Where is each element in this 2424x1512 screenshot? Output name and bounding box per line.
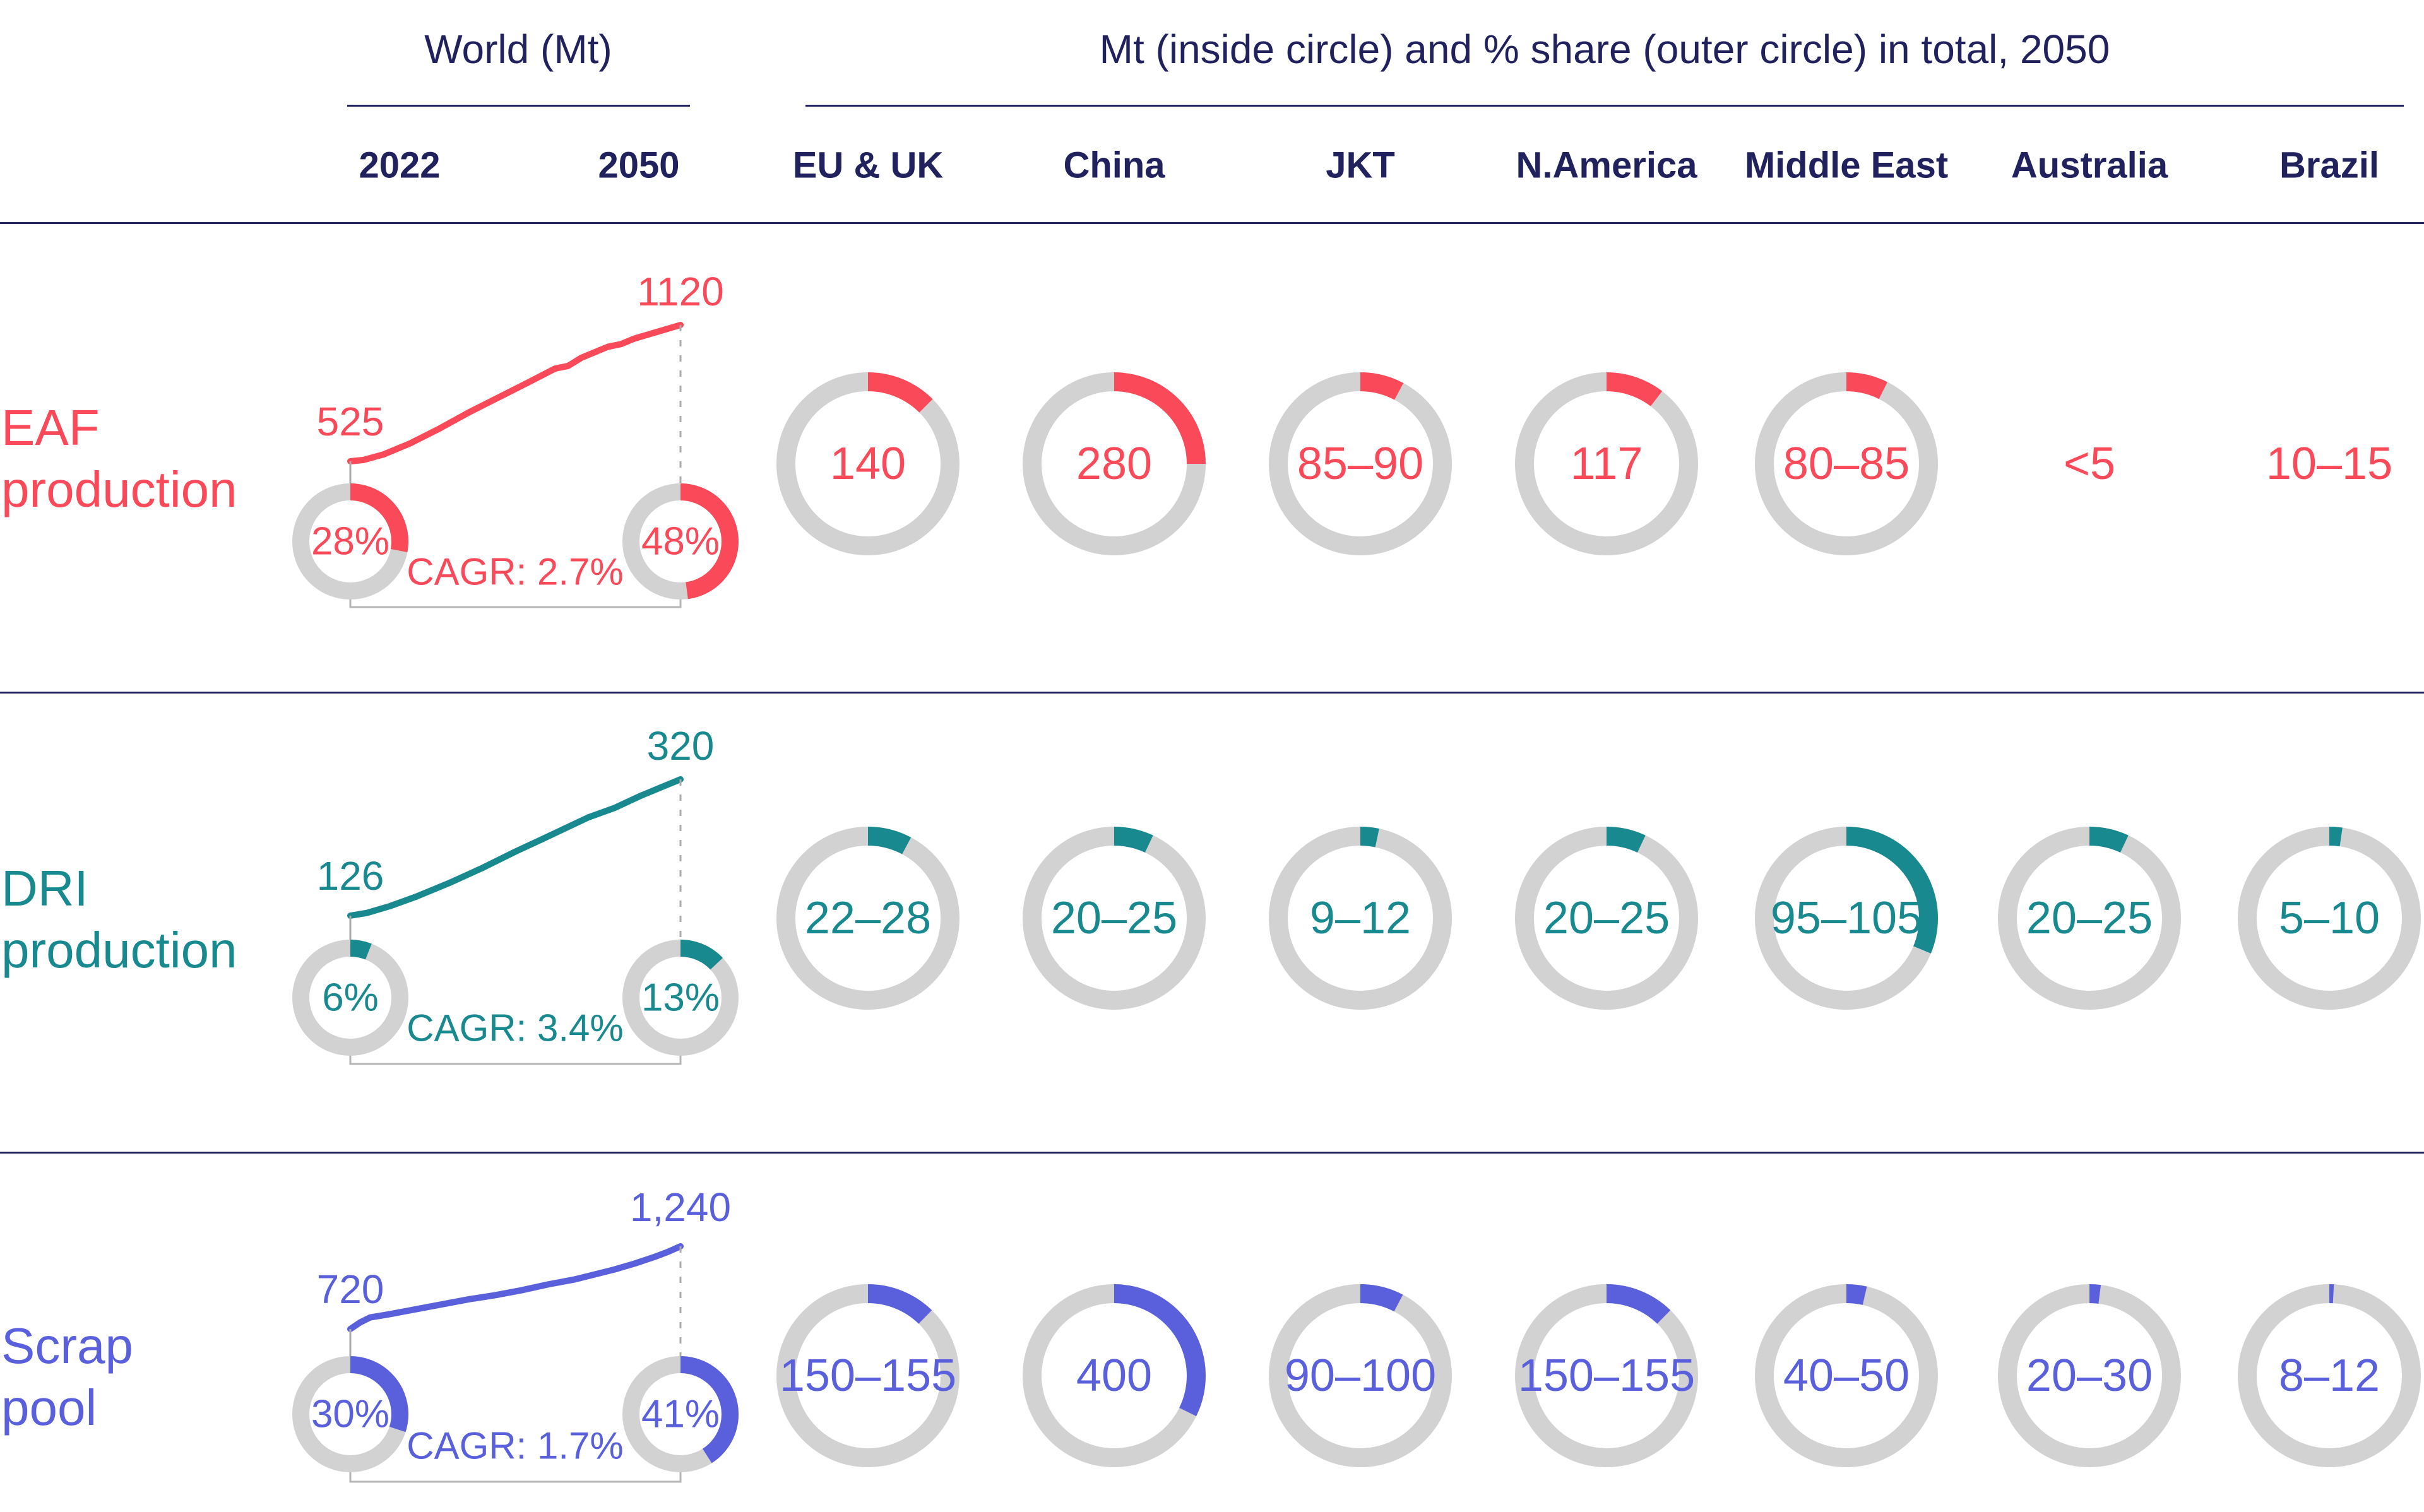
region-donut-dri-production-china-arc: [1023, 827, 1206, 1010]
share-2022-scrap-pool: 30%: [311, 1392, 390, 1436]
region-donut-scrap-pool-n-america-arc: [1515, 1284, 1698, 1467]
mini-donut-2022-dri-production-arc: [292, 940, 408, 1056]
region-donut-dri-production-brazil-arc: [2238, 827, 2421, 1010]
region-value-scrap-pool-jkt: 90–100: [1284, 1350, 1437, 1401]
row-label-dri-production-line1: DRI: [1, 860, 88, 916]
region-value-eaf-production-eu-uk: 140: [829, 439, 906, 489]
trend-line-scrap-pool: [347, 1243, 684, 1332]
region-value-eaf-production-middle-east: 80–85: [1783, 439, 1910, 489]
region-donut-eaf-production-eu-uk-arc: [776, 372, 960, 555]
mini-donut-2050-scrap-pool-arc: [622, 1356, 739, 1472]
row-separator-1: [0, 692, 2424, 694]
region-value-dri-production-middle-east: 95–105: [1770, 893, 1923, 943]
world-group-title: World (Mt): [424, 27, 612, 72]
region-value-eaf-production-n-america: 117: [1570, 439, 1643, 489]
region-value-dri-production-eu-uk: 22–28: [804, 893, 932, 943]
region-value-eaf-production-china: 280: [1076, 439, 1153, 489]
region-value-scrap-pool-n-america: 150–155: [1518, 1350, 1696, 1401]
row-label-eaf-production-line1: EAF: [1, 399, 100, 456]
region-donut-scrap-pool-australia-arc: [1998, 1284, 2181, 1467]
column-header-jkt: JKT: [1326, 145, 1395, 186]
region-value-eaf-production-australia: <5: [2063, 439, 2116, 489]
region-value-dri-production-n-america: 20–25: [1543, 893, 1670, 943]
cagr-scrap-pool: CAGR: 1.7%: [407, 1424, 624, 1467]
row-label-eaf-production-line2: production: [1, 461, 237, 517]
value-2022-scrap-pool: 720: [316, 1267, 384, 1312]
share-2050-scrap-pool: 41%: [641, 1392, 720, 1436]
region-donut-eaf-production-china-arc: [1023, 372, 1206, 555]
region-donut-eaf-production-middle-east-arc: [1755, 372, 1938, 555]
region-value-dri-production-china: 20–25: [1050, 893, 1178, 943]
region-value-dri-production-australia: 20–25: [2026, 893, 2153, 943]
region-value-scrap-pool-middle-east: 40–50: [1783, 1350, 1910, 1401]
column-header-australia: Australia: [2011, 145, 2168, 186]
region-donut-dri-production-middle-east-arc: [1755, 827, 1938, 1010]
regions-group-underline: [805, 105, 2404, 107]
share-2022-dri-production: 6%: [322, 976, 379, 1020]
share-2050-dri-production: 13%: [641, 976, 720, 1020]
row-label-scrap-pool-line1: Scrap: [1, 1318, 133, 1374]
value-2050-dri-production: 320: [646, 723, 715, 769]
region-value-eaf-production-jkt: 85–90: [1297, 439, 1424, 489]
row-label-dri-production-line2: production: [1, 922, 237, 978]
cagr-bracket-scrap-pool: [349, 1464, 682, 1483]
region-value-eaf-production-brazil: 10–15: [2266, 439, 2393, 489]
header-separator: [0, 222, 2424, 224]
region-value-scrap-pool-australia: 20–30: [2026, 1350, 2153, 1401]
row-separator-2: [0, 1152, 2424, 1154]
region-value-scrap-pool-china: 400: [1076, 1350, 1153, 1401]
column-header-china: China: [1063, 145, 1165, 186]
region-value-dri-production-brazil: 5–10: [2278, 893, 2380, 943]
region-value-dri-production-jkt: 9–12: [1309, 893, 1411, 943]
region-donut-scrap-pool-brazil-arc: [2238, 1284, 2421, 1467]
region-donut-eaf-production-n-america-arc: [1515, 372, 1698, 555]
column-header-2050: 2050: [598, 145, 680, 186]
value-2050-scrap-pool: 1,240: [629, 1184, 732, 1230]
region-donut-scrap-pool-china-arc: [1023, 1284, 1206, 1467]
column-header-brazil: Brazil: [2279, 145, 2379, 186]
world-group-underline: [347, 105, 690, 107]
mini-donut-2022-scrap-pool-arc: [292, 1356, 408, 1472]
region-donut-dri-production-n-america-arc: [1515, 827, 1698, 1010]
trend-line-dri-production: [347, 776, 684, 919]
value-2022-dri-production: 126: [316, 853, 384, 899]
value-2022-eaf-production: 525: [316, 399, 384, 444]
mini-donut-2050-dri-production-arc: [622, 940, 739, 1056]
share-2022-eaf-production: 28%: [311, 519, 390, 564]
region-value-scrap-pool-brazil: 8–12: [2278, 1350, 2380, 1401]
trend-line-eaf-production: [347, 322, 684, 464]
share-2050-eaf-production: 48%: [641, 519, 720, 564]
region-donut-dri-production-jkt-arc: [1269, 827, 1452, 1010]
region-donut-scrap-pool-eu-uk-arc: [776, 1284, 960, 1467]
regions-group-title: Mt (inside circle) and % share (outer ci…: [1099, 27, 2110, 72]
region-donut-scrap-pool-middle-east-arc: [1755, 1284, 1938, 1467]
region-donut-scrap-pool-jkt-arc: [1269, 1284, 1452, 1467]
region-value-scrap-pool-eu-uk: 150–155: [779, 1350, 957, 1401]
region-donut-dri-production-eu-uk-arc: [776, 827, 960, 1010]
mini-donut-2050-eaf-production-arc: [622, 483, 739, 599]
column-header-eu-uk: EU & UK: [792, 145, 944, 186]
mini-donut-2022-eaf-production-arc: [292, 483, 408, 599]
cagr-eaf-production: CAGR: 2.7%: [407, 550, 624, 593]
row-label-scrap-pool-line2: pool: [1, 1379, 97, 1436]
column-header-middle-east: Middle East: [1744, 145, 1949, 186]
column-header-n-america: N.America: [1516, 145, 1697, 186]
region-donut-dri-production-australia-arc: [1998, 827, 2181, 1010]
region-donut-eaf-production-jkt-arc: [1269, 372, 1452, 555]
value-2050-eaf-production: 1120: [637, 269, 724, 314]
cagr-dri-production: CAGR: 3.4%: [407, 1007, 624, 1049]
column-header-2022: 2022: [359, 145, 441, 186]
